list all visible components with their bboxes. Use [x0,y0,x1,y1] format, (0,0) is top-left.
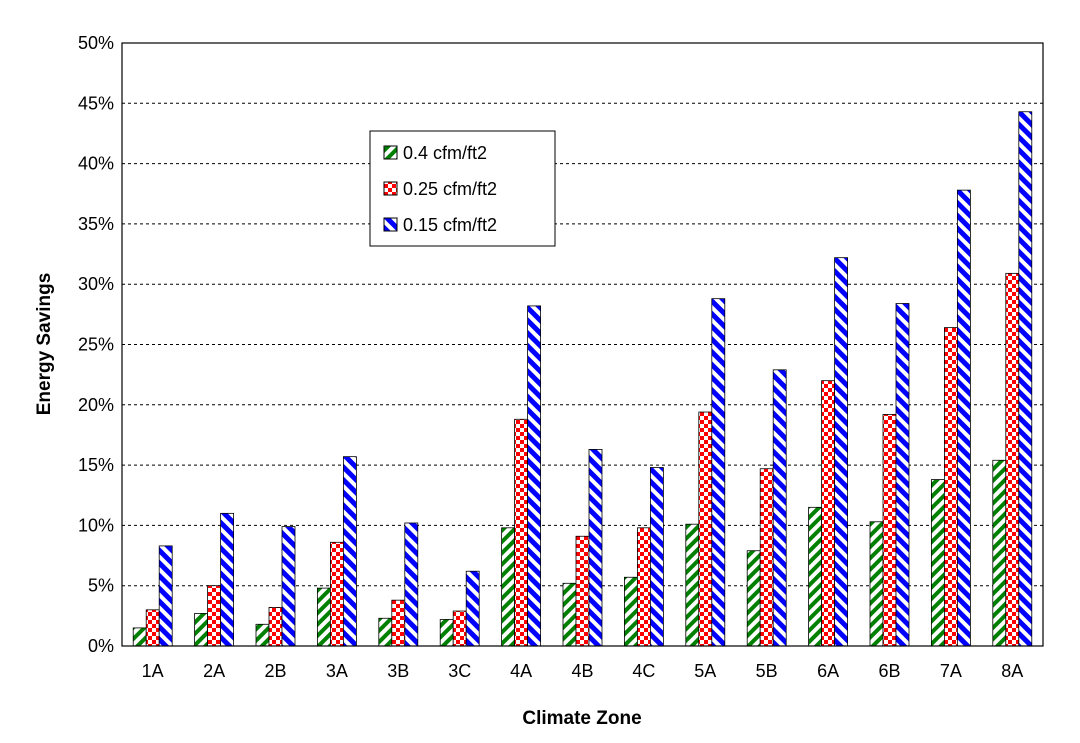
bar-5A-series-2 [711,298,726,647]
x-tick-label: 5A [694,661,716,681]
bar-6A-series-1 [821,380,835,647]
bars [132,111,1033,647]
x-axis-title: Climate Zone [522,708,641,729]
bar-4B-series-1 [575,535,590,647]
bar-3C-series-2 [465,570,480,647]
legend: 0.4 cfm/ft2 0.25 cfm/ft2 0.15 cfm/ft2 [369,130,556,247]
x-tick-label: 3B [387,661,409,681]
bar-4A-series-1 [514,418,528,647]
legend-label-1: 0.25 cfm/ft2 [403,179,497,199]
y-tick-label: 30% [78,274,114,294]
bar-5B-series-0 [746,550,761,647]
bar-8A-series-2 [1018,111,1033,647]
bar-3A-series-1 [329,541,344,647]
bar-3B-series-0 [378,617,393,647]
bar-7A-series-0 [931,479,945,647]
bar-5B-series-2 [772,369,787,647]
y-tick-label: 20% [78,395,114,415]
x-tick-label: 3A [326,661,348,681]
x-axis-tick-labels: 1A 2A 2B 3A 3B 3C 4A 4B 4C 5A 5B 6A 6B 7A 8A [142,661,1024,681]
bar-3C-series-0 [439,619,454,647]
y-tick-label: 35% [78,214,114,234]
x-tick-label: 2B [264,661,286,681]
legend-label-0: 0.4 cfm/ft2 [403,143,487,163]
y-tick-label: 50% [78,33,114,53]
bar-4A-series-0 [501,527,516,647]
y-tick-label: 0% [88,636,114,656]
bar-8A-series-1 [1005,272,1020,647]
bar-4C-series-2 [650,467,664,647]
plot-area-frame [121,42,1044,647]
bar-1A-series-1 [145,609,160,647]
bar-2B-series-2 [281,526,296,647]
legend-swatch-1 [383,181,398,196]
bar-2A-series-1 [207,585,222,647]
bar-4C-series-1 [637,527,651,647]
legend-swatch-0 [383,145,398,160]
bar-6B-series-1 [882,414,897,647]
bar-6A-series-0 [808,506,822,647]
legend-swatch-2 [383,217,398,232]
legend-box [369,130,556,247]
x-tick-label: 4B [571,661,593,681]
legend-item-1: 0.25 cfm/ft2 [383,179,497,199]
x-tick-label: 6A [817,661,839,681]
bar-3A-series-0 [316,587,331,647]
bar-5B-series-1 [759,468,774,647]
bar-5A-series-0 [685,523,700,647]
bar-4B-series-2 [588,449,603,647]
x-tick-label: 1A [142,661,164,681]
bar-4A-series-2 [527,305,541,647]
bar-6B-series-2 [895,303,910,647]
y-tick-label: 5% [88,576,114,596]
y-axis-tick-labels: 0% 5% 10% 15% 20% 25% 30% 35% 40% 45% 50% [78,33,114,656]
bar-3A-series-2 [342,456,357,647]
bar-2A-series-2 [220,512,235,647]
y-tick-label: 25% [78,335,114,355]
y-tick-label: 40% [78,154,114,174]
x-tick-label: 5B [756,661,778,681]
legend-item-2: 0.15 cfm/ft2 [383,215,497,235]
bar-1A-series-2 [158,545,173,647]
x-tick-label: 7A [940,661,962,681]
bar-8A-series-0 [992,459,1007,647]
bar-2A-series-0 [194,613,209,647]
bar-2B-series-0 [255,623,270,647]
bar-4B-series-0 [562,582,577,647]
legend-item-0: 0.4 cfm/ft2 [383,143,487,163]
x-tick-label: 4C [632,661,655,681]
bar-7A-series-2 [957,189,971,647]
legend-label-2: 0.15 cfm/ft2 [403,215,497,235]
bar-1A-series-0 [132,627,147,647]
bar-3C-series-1 [452,610,467,647]
bar-5A-series-1 [698,411,713,647]
bar-7A-series-1 [944,327,958,647]
y-tick-label: 15% [78,455,114,475]
bar-3B-series-2 [404,522,419,647]
y-tick-label: 45% [78,93,114,113]
x-tick-label: 8A [1001,661,1023,681]
bar-6A-series-2 [834,257,848,647]
x-tick-label: 3C [448,661,471,681]
y-tick-label: 10% [78,515,114,535]
x-tick-label: 4A [510,661,532,681]
bar-4C-series-0 [624,576,638,647]
bar-2B-series-1 [268,607,283,647]
x-tick-label: 2A [203,661,225,681]
bar-3B-series-1 [391,599,406,647]
y-axis-title: Energy Savings [34,273,55,416]
bar-6B-series-0 [869,521,884,647]
x-tick-label: 6B [878,661,900,681]
